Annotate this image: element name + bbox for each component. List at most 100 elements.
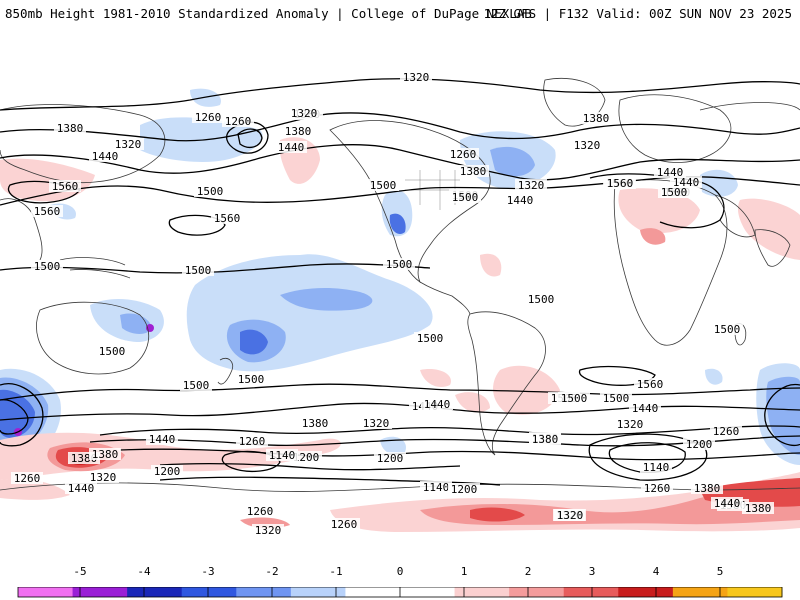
contour-label: 1140 [269, 449, 296, 462]
contour-label: 1380 [583, 112, 610, 125]
contour-label-bg [383, 258, 415, 270]
contour-label-bg [420, 481, 452, 493]
contour-label: 1260 [239, 435, 266, 448]
contour-label: 1500 [99, 345, 126, 358]
contour-label: 1380 [285, 125, 312, 138]
contour-label-bg [447, 148, 479, 160]
contour-label-bg [600, 392, 632, 404]
anomaly-region [490, 146, 535, 177]
contour-label-bg [710, 425, 742, 437]
southeast-asia-outline [0, 198, 43, 261]
contour-label-bg [515, 179, 547, 191]
contour-label: 1500 [183, 379, 210, 392]
contour-label-bg [711, 497, 743, 509]
contour-label-bg [641, 482, 673, 494]
contour-ring-southindian-inner [608, 442, 686, 473]
contour-label-bg [222, 115, 254, 127]
europe-outline [618, 94, 732, 163]
contour-label: 1440 [657, 166, 684, 179]
anomaly-region [705, 368, 723, 385]
colorbar-tick-label: -3 [201, 565, 215, 578]
contour-label-bg [11, 472, 43, 484]
contour-labels: 1320 1380 1260 1260 1320 1380 1440 1320 1380 1440… [11, 71, 774, 537]
contour-label: 1440 [92, 150, 119, 163]
contour-label-bg [151, 465, 183, 477]
north-america-outline [329, 120, 491, 284]
colorbar-tick-label: 4 [652, 565, 660, 578]
colorbar-tick-label: 5 [716, 565, 724, 578]
contour-label: 1440 [68, 482, 95, 495]
contour-label-bg [400, 71, 432, 83]
contour-label: 1500 [561, 392, 588, 405]
contour-label: 1320 [557, 509, 584, 522]
anomaly-map[interactable]: 1320 1380 1260 1260 1320 1380 1440 1320 1380 1440… [0, 70, 800, 560]
anomaly-region [240, 329, 268, 355]
contour-label: 1500 [452, 191, 479, 204]
colorbar-tick-label: -1 [329, 565, 343, 578]
contour-label-bg [49, 180, 81, 192]
contour-label: 1380 [302, 417, 329, 430]
contour-1560-africa [589, 173, 725, 229]
contour-label-bg [629, 402, 661, 414]
contour-label-bg [252, 524, 284, 536]
contour-label: 1200 [377, 452, 404, 465]
contour-label-bg [87, 471, 119, 483]
contour-label-bg [192, 111, 224, 123]
contour-label-bg [89, 150, 121, 162]
contour-label-bg [266, 449, 298, 461]
contour-label: 1320 [403, 71, 430, 84]
contour-ring-southindian-outer [588, 433, 708, 481]
contour-label: 1380 [92, 448, 119, 461]
contour-label: 1440 [714, 497, 741, 510]
new-zealand-outline [217, 357, 234, 385]
contour-label-bg [604, 177, 636, 189]
contour-label-bg [282, 125, 314, 137]
contour-label: 1260 [14, 472, 41, 485]
contour-1140-south [159, 476, 501, 486]
anomaly-region [420, 369, 451, 388]
contour-label-bg [146, 433, 178, 445]
anomaly-region [280, 288, 373, 311]
contour-ring-east-low [764, 383, 800, 447]
contour-label-bg [640, 461, 672, 473]
colorbar-segment [345, 587, 401, 597]
contour-label: 1380 [694, 482, 721, 495]
colorbar-segment [290, 587, 346, 597]
contour-label: 1500 [386, 258, 413, 271]
central-america-outline [419, 281, 471, 315]
contour-label-bg [288, 107, 320, 119]
contour-label: 1560 [637, 378, 664, 391]
anomaly-region [120, 313, 152, 334]
contour-1560-asia [7, 180, 82, 204]
contour-1320-south [89, 435, 800, 447]
colorbar-tick-label: 2 [524, 565, 532, 578]
anomaly-region [389, 213, 406, 235]
colorbar-segment [563, 587, 619, 597]
contour-1440-north [0, 144, 800, 181]
contour-label-bg [558, 392, 590, 404]
contour-label: 1260 [713, 425, 740, 438]
contour-label-bg [360, 417, 392, 429]
colorbar-segment [18, 587, 74, 597]
colorbar-segment [400, 587, 456, 597]
contour-label: 1560 [34, 205, 61, 218]
contour-label-bg [580, 112, 612, 124]
contour-label-bg [634, 378, 666, 390]
contour-label: 1320 [617, 418, 644, 431]
contour-label-bg [421, 398, 453, 410]
contour-label: 1260 [331, 518, 358, 531]
contour-label-bg [683, 438, 715, 450]
contour-label: 1380 [460, 165, 487, 178]
anomaly-region [640, 228, 666, 245]
contour-label-bg [711, 323, 743, 335]
colorbar-tick-label: 3 [588, 565, 596, 578]
colorbar-segment [509, 587, 565, 597]
contour-label-bg [374, 452, 406, 464]
contour-1500-south [0, 383, 800, 401]
contour-label: 1260 [247, 505, 274, 518]
contour-1500-tropics [0, 263, 431, 274]
colorbar-segment [672, 587, 728, 597]
contour-label: 1500 [238, 373, 265, 386]
contour-label-bg [31, 260, 63, 272]
contour-label: 1500 [714, 323, 741, 336]
